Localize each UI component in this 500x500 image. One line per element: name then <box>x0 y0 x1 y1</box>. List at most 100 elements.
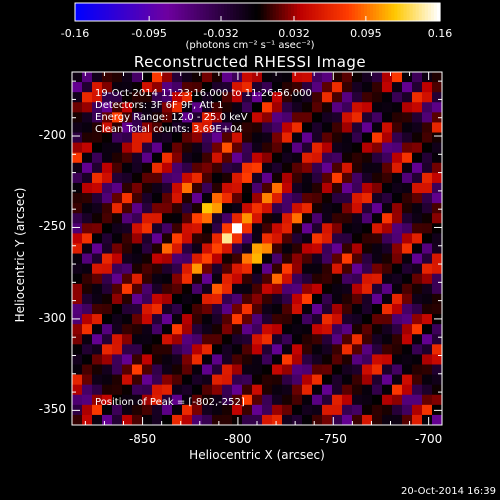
heatmap-cell <box>72 152 83 164</box>
heatmap-cell <box>162 293 173 305</box>
heatmap-cell <box>282 414 293 426</box>
colorbar-cell <box>217 3 222 21</box>
heatmap-cell <box>152 263 163 275</box>
heatmap-cell <box>382 142 393 154</box>
heatmap-cell <box>322 102 333 113</box>
heatmap-cell <box>192 374 203 386</box>
heatmap-cell <box>72 112 83 123</box>
heatmap-cell <box>262 203 273 214</box>
heatmap-cell <box>172 384 183 396</box>
heatmap-cell <box>132 263 143 275</box>
heatmap-cell <box>392 283 403 295</box>
heatmap-cell <box>322 263 333 275</box>
heatmap-cell <box>182 182 193 194</box>
heatmap-cell <box>372 72 383 83</box>
heatmap-cell <box>412 132 423 144</box>
heatmap-cell <box>122 182 133 194</box>
heatmap-cell <box>72 243 83 255</box>
heatmap-cell <box>72 182 83 194</box>
heatmap-cell <box>112 223 123 234</box>
heatmap-cell <box>112 233 123 244</box>
heatmap-cell <box>72 394 83 406</box>
colorbar-tick-label: -0.032 <box>203 27 239 40</box>
heatmap-cell <box>132 354 143 365</box>
heatmap-cell <box>352 112 363 123</box>
colorbar-frame <box>74 2 441 22</box>
heatmap-cell <box>322 253 333 265</box>
colorbar-cell <box>90 3 94 21</box>
heatmap-cell <box>432 152 443 164</box>
heatmap-cell <box>162 233 173 244</box>
heatmap-cell <box>182 324 193 335</box>
heatmap-cell <box>132 233 143 244</box>
heatmap-cell <box>392 374 403 386</box>
heatmap-cell <box>352 303 363 315</box>
heatmap-cell <box>142 364 153 376</box>
heatmap-cell <box>252 142 263 154</box>
heatmap-cell <box>82 364 93 376</box>
colorbar-cell <box>275 3 280 21</box>
heatmap-cell <box>392 122 403 134</box>
heatmap-cell <box>92 364 103 376</box>
heatmap-cell <box>322 384 333 396</box>
heatmap-cell <box>222 112 233 123</box>
heatmap-cell <box>262 223 273 234</box>
heatmap-cell <box>182 243 193 255</box>
heatmap-cell <box>202 314 213 325</box>
heatmap-cell <box>302 324 313 335</box>
heatmap-cell <box>362 314 373 325</box>
heatmap-cell <box>102 82 113 93</box>
heatmap-cell <box>312 122 323 134</box>
heatmap-cell <box>192 112 203 123</box>
heatmap-cell <box>122 414 133 426</box>
heatmap-cell <box>242 384 253 396</box>
heatmap-cell <box>292 182 303 194</box>
heatmap-cell <box>172 142 183 154</box>
heatmap-cell <box>202 374 213 386</box>
heatmap-cell <box>72 263 83 275</box>
heatmap-cell <box>102 223 113 234</box>
heatmap-cell <box>132 273 143 285</box>
heatmap-cell <box>312 92 323 103</box>
heatmap-cell <box>202 253 213 265</box>
colorbar-cell <box>370 3 374 21</box>
heatmap-cell <box>142 122 153 134</box>
heatmap-cell <box>332 203 343 214</box>
heatmap-cell <box>272 182 283 194</box>
heatmap-cell <box>332 344 343 355</box>
heatmap-cell <box>432 182 443 194</box>
clean-counts-annotation: Clean Total counts: 3.69E+04 <box>95 124 243 135</box>
heatmap-cell <box>392 364 403 376</box>
heatmap-cell <box>122 142 133 154</box>
heatmap-cell <box>302 354 313 365</box>
colorbar-cell <box>93 3 97 21</box>
heatmap-cell <box>262 233 273 244</box>
heatmap-cell <box>432 324 443 335</box>
heatmap-cell <box>322 374 333 386</box>
heatmap-cell <box>132 334 143 345</box>
heatmap-cell <box>172 324 183 335</box>
heatmap-cell <box>372 404 383 416</box>
heatmap-cell <box>392 354 403 365</box>
colorbar-cell <box>330 3 335 21</box>
colorbar-cell <box>160 3 164 21</box>
colorbar-cell <box>251 3 256 21</box>
heatmap-cell <box>202 162 213 174</box>
heatmap-cell <box>262 253 273 265</box>
heatmap-cell <box>392 72 403 83</box>
heatmap-cell <box>312 273 323 285</box>
heatmap-cell <box>342 82 353 93</box>
heatmap-cell <box>382 132 393 144</box>
heatmap-cell <box>162 303 173 315</box>
heatmap-cell <box>332 384 343 396</box>
heatmap-cell <box>222 172 233 184</box>
heatmap-cell <box>362 72 373 83</box>
heatmap-cell <box>122 273 133 285</box>
colorbar-cell <box>129 3 134 21</box>
heatmap-cell <box>322 152 333 164</box>
heatmap-cell <box>252 273 263 285</box>
heatmap-cell <box>92 142 103 154</box>
heatmap-cell <box>352 314 363 325</box>
heatmap-cell <box>162 334 173 345</box>
heatmap-cell <box>282 303 293 315</box>
